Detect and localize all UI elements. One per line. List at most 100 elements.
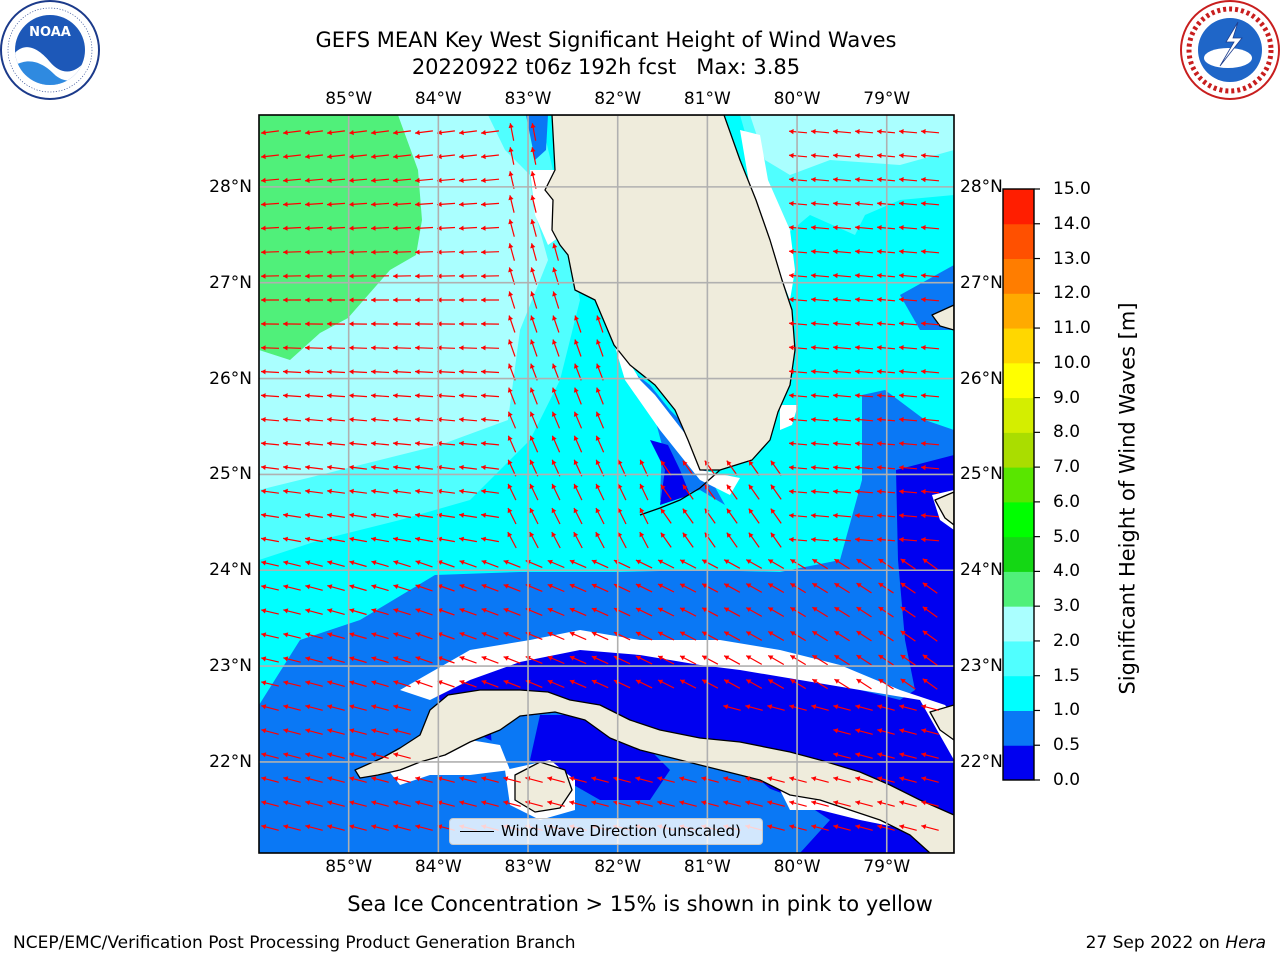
colorbar-tick-label: 12.0: [1053, 283, 1091, 304]
wave-arrow: [370, 345, 390, 351]
wave-arrow: [283, 512, 301, 518]
land: [354, 115, 954, 853]
colorbar-tick-label: 8.0: [1053, 422, 1081, 443]
wave-arrow: [371, 704, 389, 711]
wave-arrow: [770, 532, 782, 548]
wave-arrow: [679, 800, 697, 807]
wave-arrow: [770, 460, 782, 476]
wave-arrow: [922, 654, 938, 666]
wave-arrow: [459, 488, 477, 494]
wave-arrow: [481, 680, 499, 688]
wave-arrow: [326, 369, 346, 375]
lon-t-label: 83°W: [504, 89, 552, 109]
wave-arrow: [899, 800, 917, 807]
colorbar-segment: [1003, 397, 1034, 433]
wave-arrow: [679, 559, 697, 569]
wave-arrow: [371, 752, 389, 759]
wave-arrow: [305, 488, 323, 494]
wave-arrow: [723, 655, 741, 665]
wave-arrow: [261, 824, 279, 831]
wave-arrow: [305, 800, 323, 807]
wave-arrow: [639, 531, 649, 549]
wave-arrow: [723, 679, 741, 689]
wave-arrow: [920, 249, 940, 255]
wave-arrow: [660, 460, 672, 476]
wave-arrow: [283, 153, 301, 160]
wave-arrow: [900, 678, 916, 690]
wave-arrow: [371, 464, 389, 470]
wave-arrow: [898, 129, 918, 135]
wave-arrow: [393, 728, 411, 735]
colorbar-tick-label: 0.5: [1053, 735, 1081, 756]
wave-arrow: [261, 632, 279, 639]
bahamas-south-land: [929, 704, 954, 741]
wave-arrow: [393, 153, 411, 160]
wave-arrow: [530, 267, 538, 285]
wave-arrow: [371, 488, 389, 494]
wave-arrow: [833, 728, 851, 735]
wave-arrow: [832, 393, 852, 399]
bahamas-land: [931, 304, 954, 331]
wave-arrow: [458, 201, 478, 207]
wave-arrow: [327, 584, 345, 591]
lon-t-label: 79°W: [863, 89, 911, 109]
wave-arrow: [810, 129, 830, 135]
wave-arrow: [370, 393, 390, 399]
wave-arrow: [551, 483, 561, 501]
wave-arrow: [898, 225, 918, 231]
wave-arrow: [260, 369, 280, 375]
wave-arrow: [508, 171, 515, 189]
lat-l-label: 25°N: [209, 464, 252, 485]
wave-arrow: [679, 607, 697, 617]
wave-arrow: [682, 460, 694, 476]
wave-arrow: [854, 465, 874, 471]
colorbar-tick-label: 15.0: [1053, 179, 1091, 199]
wave-arrow: [304, 273, 324, 279]
wave-arrow: [682, 532, 694, 548]
wave-arrow: [282, 417, 302, 423]
wave-arrow: [788, 177, 808, 183]
wave-arrow: [551, 411, 561, 429]
isla-juventud-land: [514, 761, 573, 813]
wave-arrow: [459, 130, 477, 136]
wave-arrow: [529, 459, 539, 477]
wave-arrow: [810, 321, 830, 327]
wave-arrow: [920, 417, 940, 423]
wave-arrow: [326, 440, 346, 447]
wave-arrow: [854, 321, 874, 327]
wave-arrow: [832, 153, 852, 159]
wave-arrow: [591, 800, 609, 807]
wave-arrow: [415, 776, 433, 783]
wave-arrow: [679, 583, 697, 593]
wave-arrow: [371, 584, 389, 592]
wave-arrow: [551, 387, 560, 405]
wave-arrow: [832, 201, 852, 207]
wave-arrow: [921, 824, 939, 831]
colorbar-tick-label: 3.0: [1053, 596, 1081, 617]
wave-arrow: [507, 531, 517, 549]
wave-arrow: [508, 219, 515, 237]
wave-arrow: [414, 440, 434, 447]
wave-arrow: [920, 369, 940, 375]
wave-arrow: [574, 339, 582, 357]
wave-arrow: [854, 201, 874, 207]
wave-arrow: [810, 537, 830, 543]
wave-arrow: [547, 631, 565, 641]
wave-arrow: [639, 507, 649, 525]
wave-arrow: [810, 273, 830, 279]
wave-arrow: [810, 201, 830, 207]
wave-arrow: [591, 583, 609, 593]
wave-arrow: [327, 488, 345, 494]
wave-arrow: [261, 728, 279, 735]
wave-arrow: [530, 123, 537, 141]
wave-arrow: [480, 177, 500, 183]
wave-arrow: [900, 558, 916, 570]
wave-arrow: [832, 225, 852, 231]
wave-arrow: [437, 464, 455, 470]
wave-arrow: [349, 560, 367, 568]
wave-arrow: [305, 728, 323, 735]
lat-r-label: 22°N: [960, 751, 1003, 772]
wave-arrow: [832, 297, 852, 303]
wave-arrow: [832, 321, 852, 327]
wave-arrow: [459, 584, 477, 592]
